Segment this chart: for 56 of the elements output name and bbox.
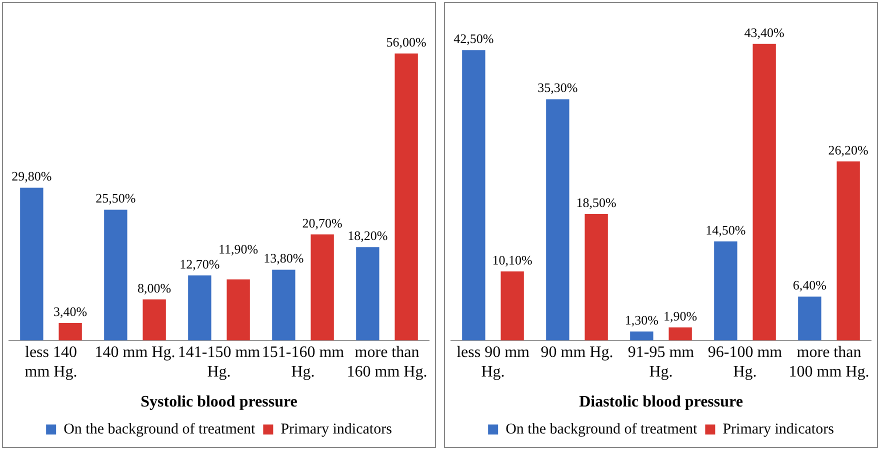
data-label: 18,20% (348, 228, 388, 244)
text: Diastolic blood pressure (579, 394, 743, 411)
bar (188, 275, 212, 340)
data-label: 18,50% (576, 194, 617, 210)
data-label: 12,70% (180, 256, 220, 272)
x-tick-label: more than 160 mm Hg. (346, 344, 428, 380)
x-tick-label: 140 mm Hg. (94, 344, 176, 362)
bar (104, 210, 128, 340)
bar (356, 247, 380, 340)
legend-label: Primary indicators (722, 421, 834, 438)
x-tick-label: 91-95 mm Hg. (628, 344, 695, 380)
x-tick-label: 90 mm Hg. (540, 344, 614, 362)
legend-label: On the background of treatment (64, 421, 256, 438)
bar (752, 44, 776, 340)
data-label: 26,20% (828, 142, 869, 158)
bar (462, 50, 486, 340)
data-label: 43,40% (744, 24, 785, 40)
data-label: 11,90% (218, 241, 258, 256)
bar (272, 270, 296, 340)
x-tick-label: less 90 mm Hg. (456, 344, 530, 380)
data-label: 56,00% (386, 34, 427, 50)
bar (630, 332, 654, 340)
data-label: 42,50% (454, 31, 494, 46)
data-label: 1,30% (624, 312, 659, 328)
bar (310, 234, 334, 340)
data-label: 25,50% (96, 190, 136, 206)
bar (226, 279, 250, 340)
bar (546, 99, 570, 340)
data-label: 8,00% (138, 280, 172, 296)
bar (714, 241, 738, 340)
text: Systolic blood pressure (140, 394, 298, 411)
bar (836, 161, 860, 340)
bar (20, 188, 44, 340)
data-label: 35,30% (538, 80, 578, 96)
data-label: 10,10% (492, 252, 533, 268)
data-label: 14,50% (706, 222, 746, 238)
bar (668, 327, 692, 340)
x-tick-label: 151-160 mm Hg. (262, 344, 345, 380)
data-label: 3,40% (54, 304, 88, 319)
data-label: 13,80% (264, 250, 304, 266)
x-tick-label: 96-100 mm Hg. (708, 344, 783, 380)
bar (394, 53, 418, 340)
x-tick-label: less 140 mm Hg. (24, 344, 78, 380)
x-tick-label: 141-150 mm Hg. (178, 344, 261, 380)
bar (58, 322, 82, 340)
bar (142, 299, 166, 340)
data-label: 29,80% (12, 168, 52, 184)
bar (584, 214, 608, 340)
data-label: 6,40% (792, 278, 827, 293)
data-label: 20,70% (302, 215, 343, 230)
bar (500, 271, 524, 340)
x-tick-label: more than 100 mm Hg. (788, 344, 870, 380)
bar (798, 296, 822, 340)
legend-label: On the background of treatment (506, 421, 698, 438)
data-label: 1,90% (664, 308, 698, 324)
legend-label: Primary indicators (280, 421, 392, 438)
